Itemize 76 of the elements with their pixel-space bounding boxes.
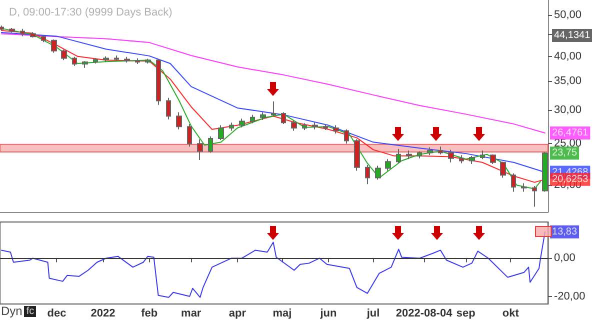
candlestick (365, 164, 370, 185)
candlestick (532, 186, 537, 208)
candlestick (344, 128, 349, 144)
candlestick (260, 112, 266, 120)
candlestick (250, 114, 255, 124)
candlestick (511, 172, 516, 192)
x-tick-label: okt (502, 308, 520, 320)
y-tick-label: 35,00 (554, 75, 582, 88)
candlestick (135, 58, 140, 64)
candlestick (427, 146, 433, 156)
text: D, 09:00-17:30 (9999 Days Back) (9, 6, 172, 18)
y-tick-label: 30,00 (554, 104, 582, 116)
candlestick (72, 56, 77, 66)
candlestick (103, 56, 109, 62)
candlestick (521, 182, 527, 192)
candlestick (114, 54, 119, 62)
candlestick (333, 124, 339, 134)
candlestick (93, 58, 98, 64)
candlestick (459, 154, 464, 164)
candlestick (239, 118, 245, 128)
candlestick (208, 136, 213, 154)
candlestick (500, 161, 506, 178)
y-tick-label: 40,00 (554, 50, 582, 62)
candlestick (9, 28, 15, 33)
candlestick (385, 158, 391, 172)
x-tick-label: sep (456, 308, 476, 320)
candlestick (448, 149, 454, 163)
x-tick-label: dec (47, 308, 66, 320)
y-tick-label: 0,00 (554, 252, 576, 264)
annotation: 26,4761 (552, 128, 589, 138)
candlestick (176, 112, 182, 130)
line-series (0, 33, 546, 134)
candlestick (396, 148, 401, 164)
candlestick (20, 28, 25, 37)
candlestick (156, 58, 161, 106)
candlestick (166, 97, 171, 120)
candlestick (30, 32, 36, 38)
text: fc (24, 306, 36, 316)
x-tick-label: mar (181, 308, 202, 320)
x-tick-label: jul (366, 308, 380, 320)
candlestick (375, 165, 381, 180)
candlestick (145, 58, 151, 64)
candlestick (41, 34, 46, 43)
candlestick (229, 122, 234, 132)
candlestick (480, 150, 485, 160)
candlestick (124, 56, 130, 64)
candlestick (354, 138, 360, 172)
candlestick (61, 49, 67, 61)
x-tick-label: apr (228, 308, 247, 320)
candlestick (323, 123, 328, 131)
candlestick (302, 122, 307, 131)
candlestick (417, 150, 422, 159)
candlestick (281, 112, 286, 124)
candlestick (271, 100, 276, 118)
y-tick-label: -20,00 (554, 290, 586, 302)
candlestick (51, 39, 57, 54)
x-tick-label: feb (141, 308, 158, 320)
candlestick (312, 122, 318, 130)
candlestick (438, 146, 443, 155)
candlestick (469, 155, 475, 165)
x-tick-label: jun (319, 308, 338, 320)
candlestick (82, 60, 88, 68)
candlestick (218, 124, 224, 140)
x-tick-label: 2022 (90, 308, 116, 320)
x-tick-label: maj (272, 308, 292, 320)
candlestick (187, 123, 192, 148)
annotation: Dyn (1, 304, 22, 318)
text: 44,1341 (554, 30, 590, 41)
candlestick (490, 154, 496, 165)
y-tick-label: 50,00 (554, 8, 582, 21)
x-tick-label: 2022-08-04 (396, 308, 454, 320)
candlestick (406, 150, 412, 160)
annotation: 23,75 (552, 148, 578, 159)
annotation: 13,83 (552, 226, 578, 238)
candlestick (291, 120, 297, 132)
candlestick (197, 138, 203, 160)
